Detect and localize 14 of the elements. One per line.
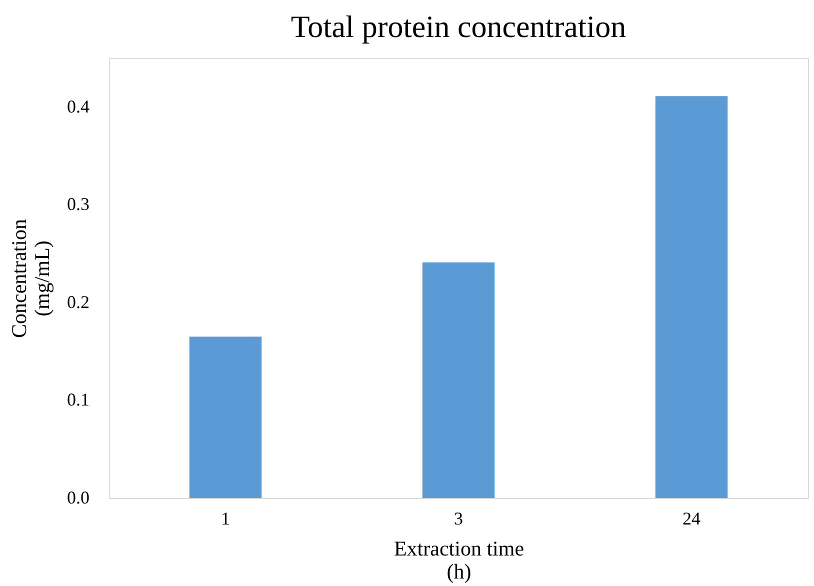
x-axis-title: Extraction time (h) [394, 536, 524, 584]
y-tick-label: 0.2 [67, 292, 90, 312]
bar [422, 262, 495, 498]
bar [655, 96, 728, 498]
y-tick-label: 0.4 [67, 96, 90, 116]
y-tick-label: 0.0 [67, 488, 90, 508]
x-tick-label: 3 [454, 508, 463, 528]
y-tick-label: 0.1 [67, 390, 90, 410]
y-tick-label: 0.3 [67, 194, 90, 214]
x-tick-label: 1 [221, 508, 230, 528]
y-axis-title: Concentration (mg/mL) [7, 218, 54, 338]
chart-title: Total protein concentration [290, 9, 627, 44]
x-tick-label: 24 [682, 508, 700, 528]
bar [189, 336, 262, 498]
